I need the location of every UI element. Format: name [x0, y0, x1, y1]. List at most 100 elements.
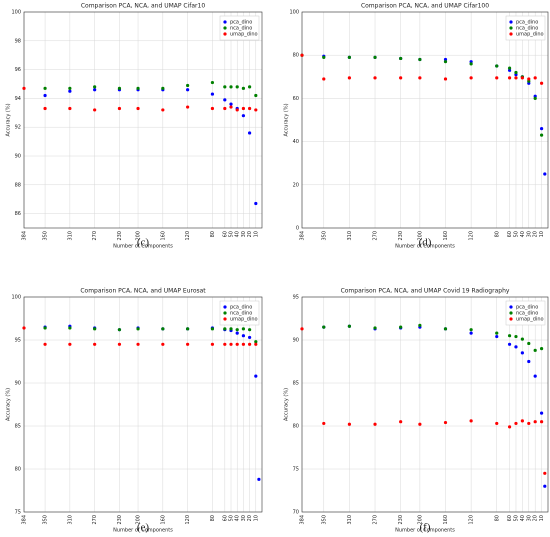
legend-marker — [223, 311, 227, 315]
point — [514, 334, 518, 339]
point — [373, 76, 377, 80]
point — [68, 106, 72, 111]
legend-marker — [509, 20, 513, 24]
x-axis-label: Number of Components — [395, 528, 455, 534]
point — [248, 85, 252, 89]
legend-marker — [509, 32, 513, 36]
y-axis-label: Accuracy (%) — [6, 388, 12, 421]
y-tick-label: 80 — [15, 467, 21, 473]
y-axis-label: Accuracy (%) — [284, 103, 290, 136]
x-tick-label: 350 — [43, 515, 49, 525]
point — [235, 342, 239, 346]
point — [117, 106, 122, 111]
x-tick-label: 310 — [67, 231, 73, 241]
point — [210, 327, 215, 331]
plot-frame — [301, 296, 549, 513]
y-tick-label: 98 — [15, 38, 21, 44]
point — [514, 76, 518, 80]
point — [520, 419, 524, 423]
x-tick-label: 350 — [321, 231, 327, 241]
x-tick-label: 270 — [373, 231, 379, 241]
point — [539, 127, 544, 131]
point — [507, 66, 512, 70]
point — [210, 106, 215, 111]
x-tick-label: 10 — [539, 515, 545, 521]
legend-marker — [509, 311, 513, 315]
point — [223, 342, 227, 346]
point — [495, 64, 499, 68]
point — [443, 60, 448, 64]
x-tick-label: 230 — [117, 515, 123, 525]
point — [373, 55, 377, 59]
point — [539, 411, 544, 415]
point — [373, 422, 377, 426]
point — [241, 106, 246, 111]
x-tick-label: 10 — [253, 231, 259, 237]
x-tick-label: 310 — [67, 515, 73, 525]
x-tick-label: 20 — [247, 231, 253, 237]
legend-label: pca_dino — [230, 20, 252, 26]
point — [161, 327, 165, 331]
point — [514, 70, 518, 75]
point — [22, 86, 26, 90]
point — [229, 105, 233, 109]
y-tick-label: 80 — [293, 53, 299, 59]
point — [68, 342, 72, 346]
point — [254, 93, 258, 98]
chart-title: Comparison PCA, NCA, and UMAP Cifar100 — [361, 3, 489, 10]
point — [520, 351, 524, 355]
point — [210, 342, 215, 346]
point — [136, 86, 140, 90]
x-tick-label: 310 — [347, 515, 353, 525]
x-axis-label: Number of Components — [395, 244, 455, 250]
point — [527, 341, 531, 346]
x-tick-label: 160 — [160, 515, 166, 525]
point — [248, 335, 252, 340]
point — [469, 62, 473, 66]
point — [254, 340, 258, 344]
point — [186, 327, 190, 331]
point — [254, 342, 258, 346]
point — [241, 114, 246, 118]
x-tick-label: 30 — [241, 231, 247, 237]
point — [186, 88, 190, 92]
point — [418, 422, 422, 426]
y-tick-label: 40 — [293, 139, 299, 145]
point — [161, 108, 165, 112]
y-tick-label: 94 — [15, 96, 21, 102]
point — [161, 342, 165, 346]
y-tick-label: 75 — [15, 510, 21, 516]
point — [469, 419, 473, 423]
point — [495, 334, 499, 339]
plot-frame — [23, 11, 263, 229]
y-tick-label: 86 — [15, 211, 21, 217]
x-tick-label: 384 — [22, 515, 28, 525]
point — [322, 421, 326, 426]
x-tick-label: 20 — [247, 515, 253, 521]
legend-marker — [509, 26, 513, 30]
point — [43, 106, 47, 111]
point — [241, 342, 246, 346]
caption: (e) — [137, 522, 150, 534]
x-tick-label: 200 — [417, 231, 423, 241]
legend-marker — [223, 26, 227, 30]
x-tick-label: 230 — [398, 231, 404, 241]
point — [117, 342, 122, 346]
point — [347, 55, 352, 59]
point — [68, 86, 72, 90]
plot-frame — [301, 11, 549, 229]
x-tick-label: 200 — [136, 231, 142, 241]
point — [254, 108, 258, 112]
point — [469, 331, 473, 335]
x-tick-label: 310 — [347, 231, 353, 241]
legend-marker — [223, 32, 227, 36]
point — [117, 86, 122, 90]
y-tick-label: 96 — [15, 67, 21, 73]
y-tick-label: 100 — [289, 10, 299, 16]
x-tick-label: 40 — [520, 515, 526, 521]
chart-panel: Comparison PCA, NCA, and UMAP Eurosat Num… — [6, 288, 263, 534]
point — [539, 81, 544, 85]
point — [543, 484, 547, 488]
point — [495, 421, 499, 426]
point — [223, 98, 227, 102]
